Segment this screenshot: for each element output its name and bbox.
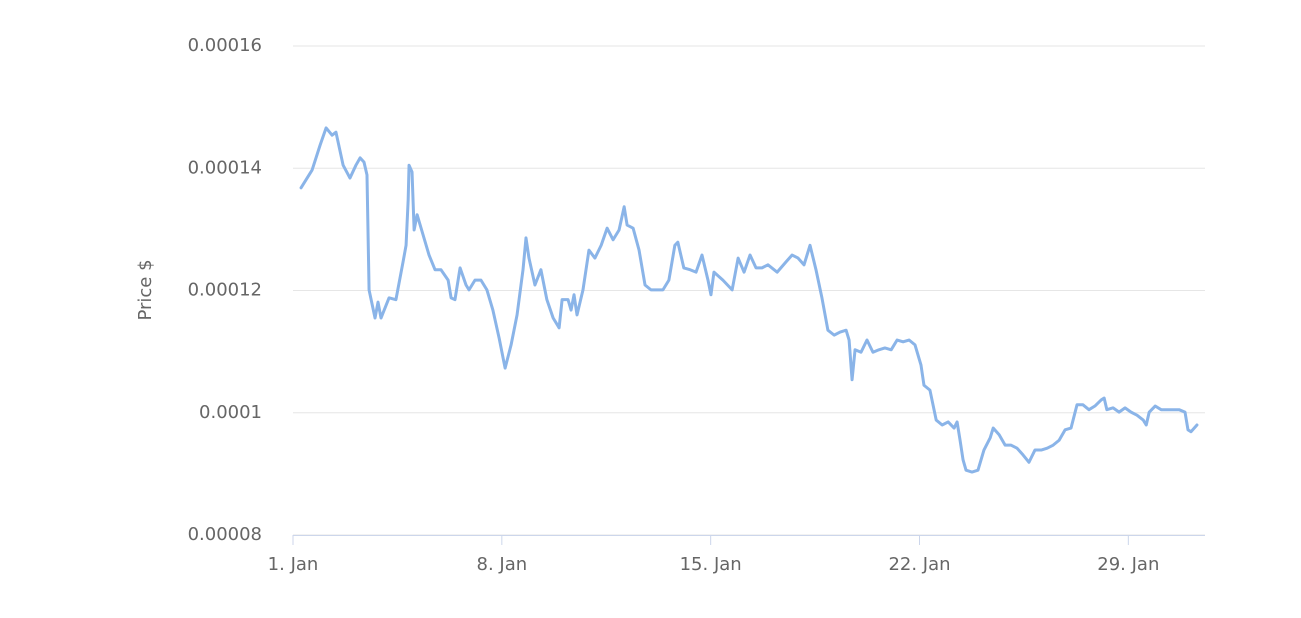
x-tick-label: 1. Jan [268,554,319,575]
y-tick-label: 0.0001 [199,402,262,423]
x-tick-label: 22. Jan [888,554,950,575]
price-line [299,126,1199,474]
y-tick-label: 0.00016 [188,35,262,56]
y-tick-label: 0.00008 [188,524,262,545]
x-tick-label: 15. Jan [680,554,742,575]
y-axis-label: Price $ [135,259,156,320]
y-tick-label: 0.00014 [188,157,262,178]
y-tick-label: 0.00012 [188,280,262,301]
x-tick-label: 29. Jan [1097,554,1159,575]
x-tick-label: 8. Jan [477,554,528,575]
